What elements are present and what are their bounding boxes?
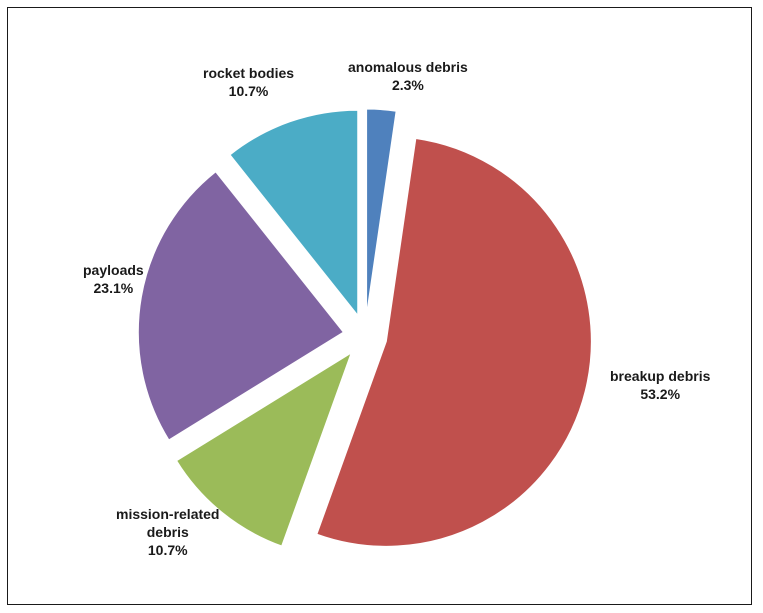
slice-label-value: 2.3% <box>391 77 424 93</box>
pie-slice-breakup-debris <box>316 137 592 547</box>
slice-label-name-line: rocket bodies <box>203 65 295 81</box>
slice-label-breakup-debris: breakup debris 53.2% <box>610 367 710 403</box>
pie-slice-payloads <box>137 171 345 441</box>
slice-label-value: 53.2% <box>640 386 681 402</box>
slice-label-value: 10.7% <box>228 83 269 99</box>
slice-label-value: 23.1% <box>93 280 134 296</box>
pie-slices <box>137 108 592 547</box>
slice-label-name-line: breakup debris <box>610 368 711 384</box>
slice-label-name-line: mission-related <box>116 506 220 522</box>
slice-label-mission-related-debris: mission-related debris 10.7% <box>116 505 219 559</box>
slice-label-payloads: payloads 23.1% <box>83 261 144 297</box>
slice-label-name-line: debris <box>146 524 189 540</box>
slice-label-name-line: payloads <box>83 262 144 278</box>
pie-slice-anomalous-debris <box>366 108 397 315</box>
slice-label-value: 10.7% <box>147 542 188 558</box>
pie-slice-rocket-bodies <box>229 109 359 317</box>
chart-frame: anomalous debris 2.3% breakup debris 53.… <box>7 7 752 605</box>
slice-label-name-line: anomalous debris <box>348 59 468 75</box>
pie-chart <box>137 108 592 547</box>
slice-label-anomalous-debris: anomalous debris 2.3% <box>348 58 468 94</box>
pie-slice-mission-related-debris <box>175 351 353 547</box>
slice-label-rocket-bodies: rocket bodies 10.7% <box>203 64 294 100</box>
